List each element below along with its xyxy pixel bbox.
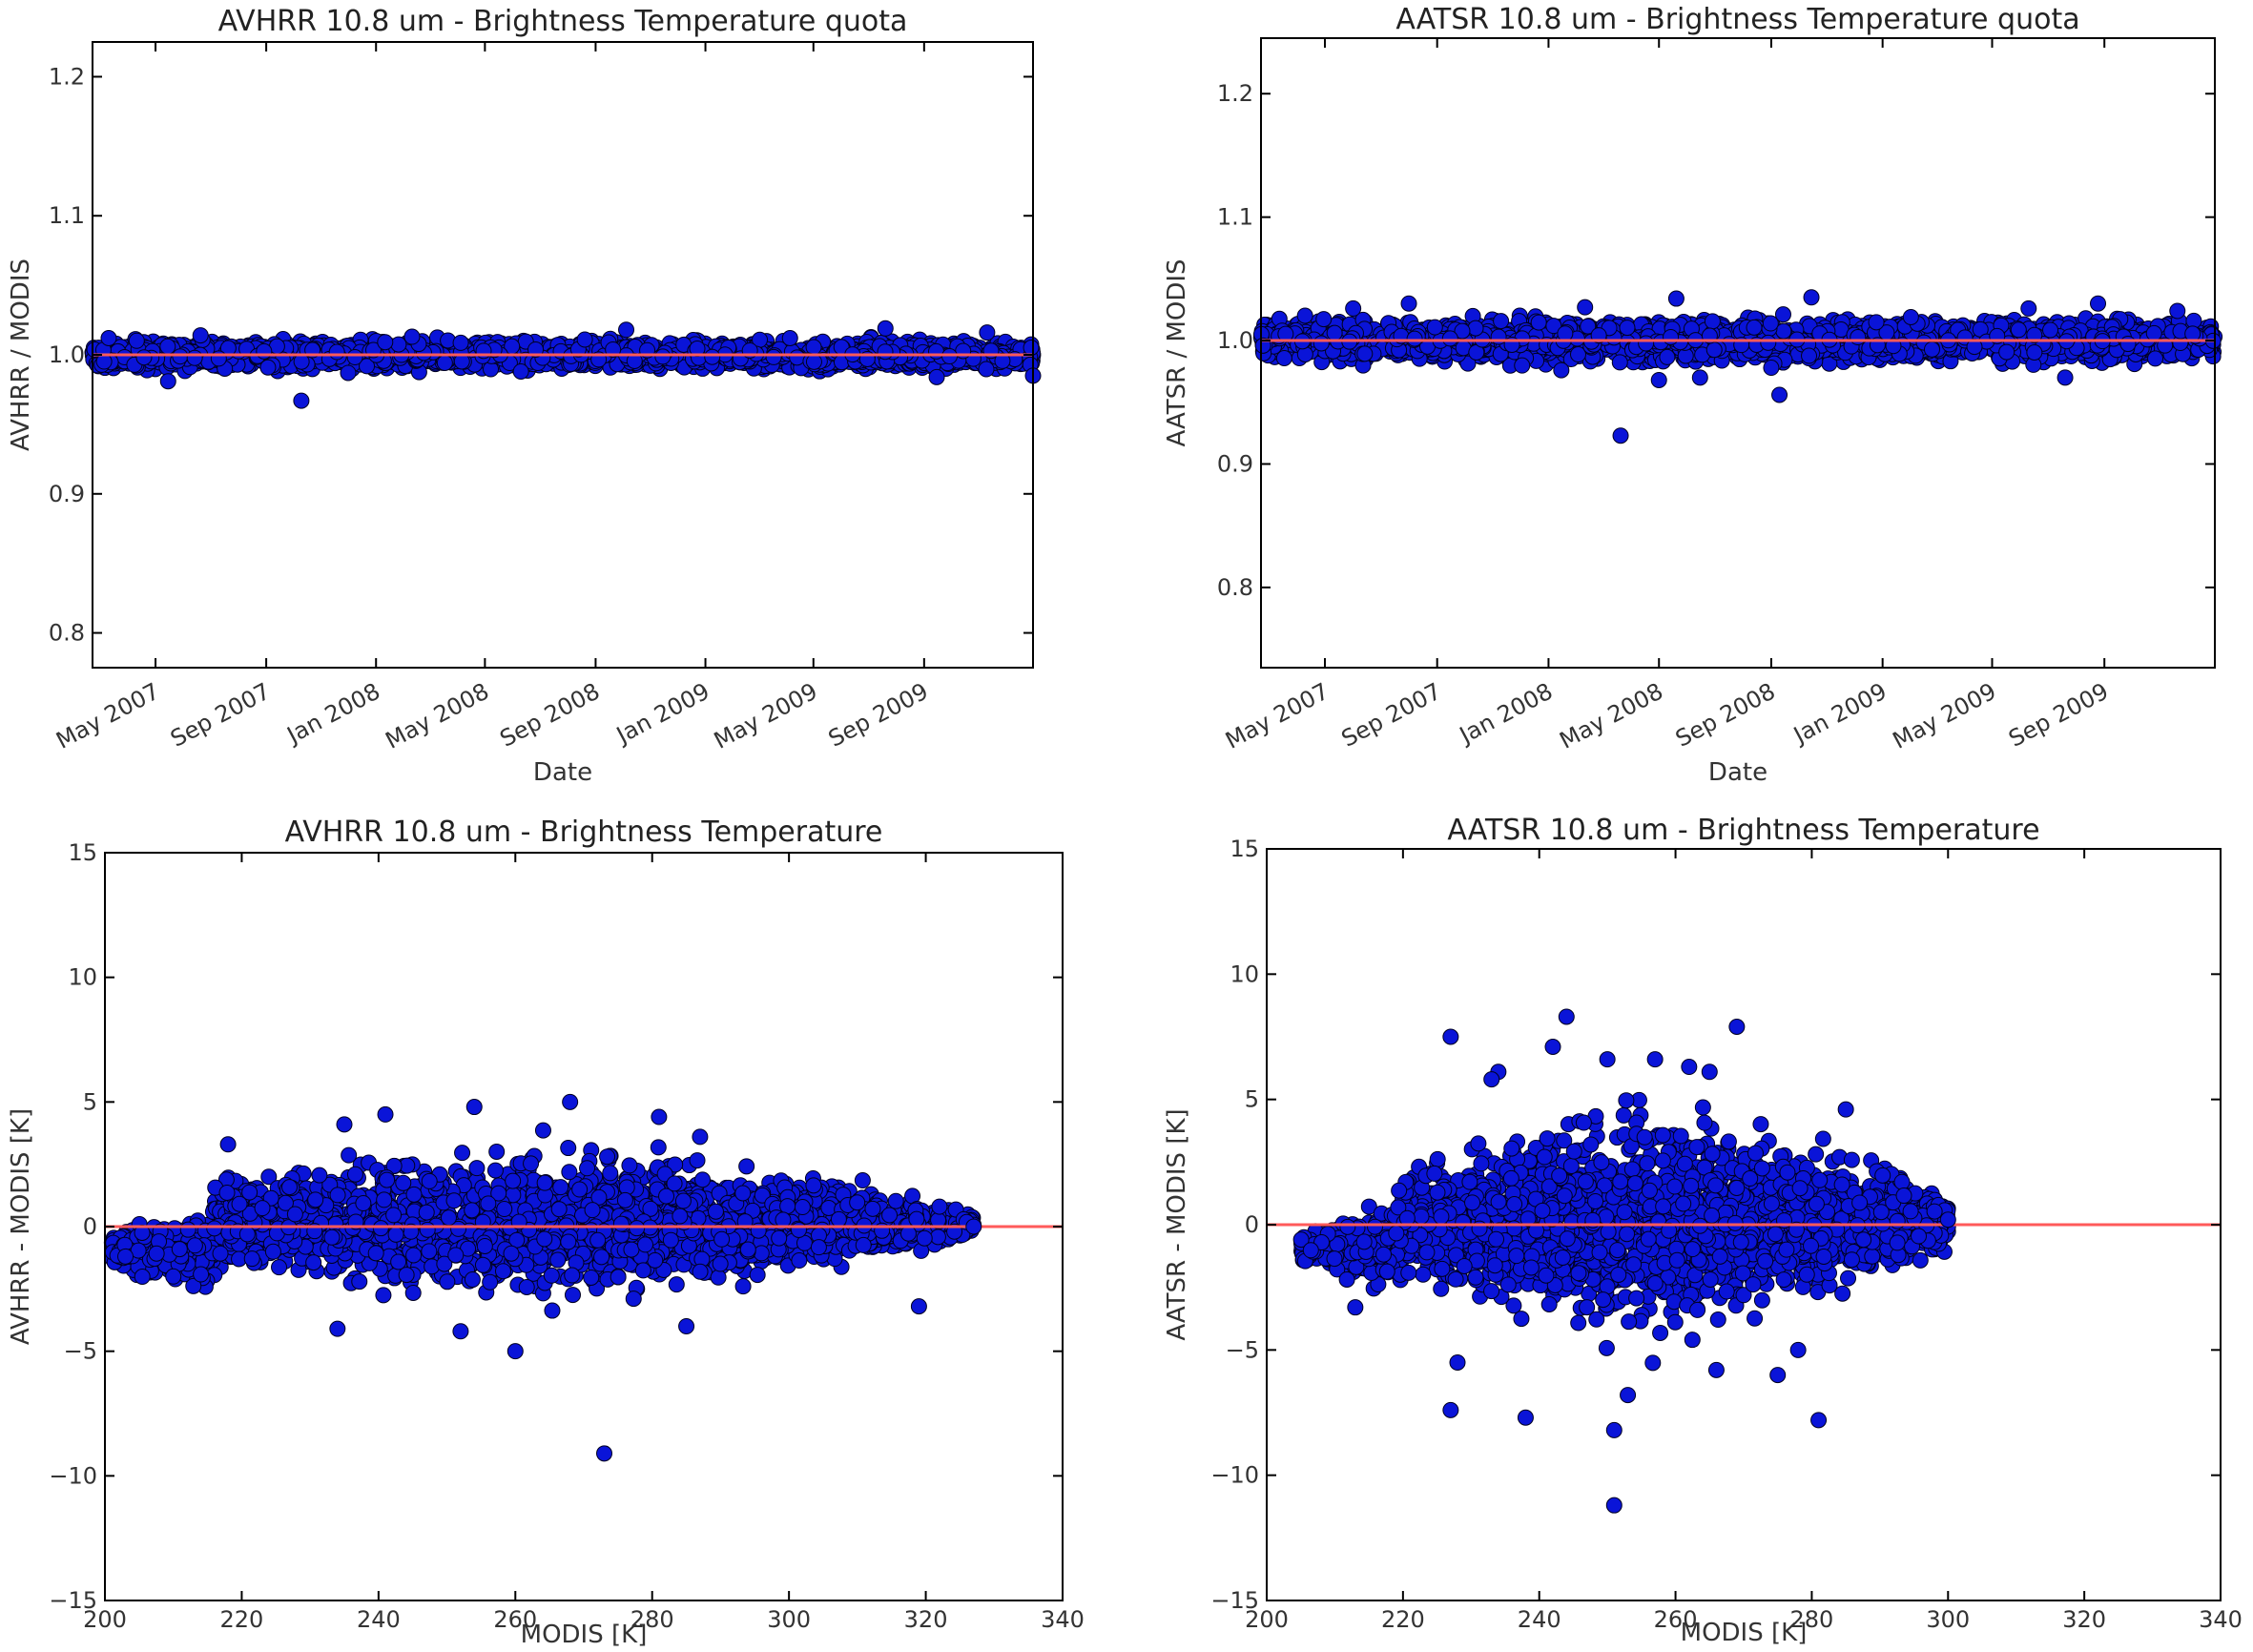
data-point — [377, 334, 394, 351]
data-point — [1569, 346, 1586, 363]
data-point — [328, 343, 345, 361]
data-point — [805, 353, 822, 370]
data-point — [210, 350, 227, 367]
chart-title: AATSR 10.8 um - Brightness Temperature q… — [1395, 3, 2079, 36]
data-point — [605, 341, 622, 358]
data-point — [955, 342, 972, 360]
data-point — [293, 353, 310, 370]
data-point — [512, 362, 529, 380]
data-point — [452, 334, 469, 351]
y-tick-label: 0.8 — [49, 620, 85, 647]
data-point — [979, 324, 996, 341]
data-point — [390, 336, 407, 353]
data-point — [626, 352, 643, 369]
x-tick-label: Sep 2007 — [166, 678, 275, 753]
data-point — [436, 354, 453, 371]
chart-aatsr-quota: AATSR 10.8 um - Brightness Temperature q… — [1145, 0, 2253, 801]
data-point — [403, 328, 421, 345]
data-point — [1619, 320, 1636, 337]
plot-area — [84, 320, 1042, 409]
data-point — [877, 343, 894, 361]
x-tick-label: May 2008 — [382, 678, 494, 754]
data-point — [1023, 339, 1040, 356]
data-point — [293, 392, 310, 409]
y-tick-label: 1.1 — [49, 202, 85, 229]
data-point — [1459, 355, 1477, 372]
data-point — [192, 327, 209, 344]
x-tick-label: Sep 2008 — [495, 678, 604, 753]
data-point — [941, 348, 959, 365]
data-point — [128, 332, 145, 349]
data-point — [789, 349, 806, 366]
data-point — [159, 338, 176, 355]
data-point — [100, 330, 117, 347]
chart-avhrr-quota-svg: AVHRR 10.8 um - Brightness Temperature q… — [7, 5, 1042, 787]
data-point — [256, 342, 273, 360]
data-point — [135, 349, 153, 366]
x-tick-label: May 2009 — [710, 678, 822, 754]
x-axis-label: Date — [533, 758, 592, 787]
chart-aatsr-quota-svg: AATSR 10.8 um - Brightness Temperature q… — [1163, 3, 2223, 787]
x-axis-label: Date — [1708, 758, 1767, 787]
x-tick-label: Jan 2009 — [610, 678, 713, 750]
plot-area — [1252, 289, 2223, 444]
data-point — [765, 348, 782, 365]
y-tick-label: 1.0 — [49, 341, 85, 368]
y-tick-label: 0.9 — [49, 481, 85, 507]
data-point — [654, 348, 672, 365]
x-tick-label: Jan 2008 — [281, 678, 384, 750]
data-point — [994, 352, 1011, 369]
data-point — [172, 348, 189, 365]
chart-avhrr-quota: AVHRR 10.8 um - Brightness Temperature q… — [0, 0, 1059, 801]
data-point — [359, 358, 376, 375]
data-point — [704, 348, 721, 365]
data-point — [877, 320, 894, 337]
data-point — [978, 361, 995, 378]
y-axis-label: AVHRR / MODIS — [7, 258, 35, 451]
data-point — [1580, 318, 1597, 335]
data-point — [576, 331, 593, 348]
y-axis-label: AATSR / MODIS — [1163, 258, 1191, 446]
data-point — [527, 341, 545, 358]
x-tick-label: Sep 2009 — [824, 678, 933, 753]
data-point — [2147, 350, 2164, 367]
data-point — [1493, 313, 1510, 330]
data-point — [928, 368, 945, 385]
x-tick-label: May 2007 — [52, 678, 164, 754]
data-point — [259, 359, 277, 376]
data-point — [618, 321, 635, 339]
data-point — [1774, 306, 1791, 323]
data-point — [781, 330, 798, 347]
data-point — [159, 373, 176, 390]
chart-title: AVHRR 10.8 um - Brightness Temperature q… — [218, 5, 908, 38]
data-point — [186, 349, 203, 366]
data-point — [1275, 350, 1292, 367]
y-tick-label: 1.2 — [49, 63, 85, 90]
data-point — [340, 364, 357, 382]
data-point — [346, 349, 363, 366]
